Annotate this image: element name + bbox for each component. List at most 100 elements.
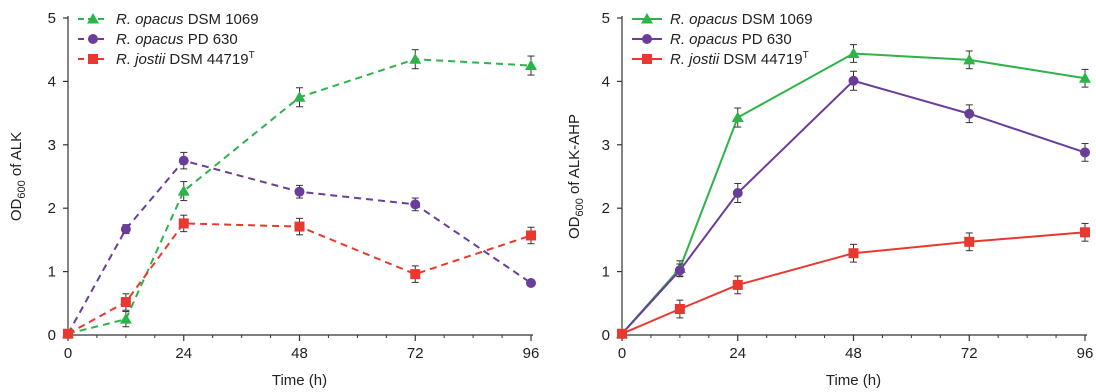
data-point xyxy=(964,108,975,119)
data-point xyxy=(293,91,306,102)
x-tick-label: 96 xyxy=(523,345,540,362)
x-tick-label: 48 xyxy=(291,345,308,362)
legend-entry-2: R. jostii DSM 44719T xyxy=(632,50,809,68)
legend-label: R. opacus PD 630 xyxy=(116,31,238,48)
y-tick-label: 0 xyxy=(48,327,56,344)
data-point xyxy=(120,297,131,308)
legend-entry-0: R. opacus DSM 1069 xyxy=(78,11,259,28)
legend-superscript: T xyxy=(803,50,809,61)
y-axis-label-subscript: 600 xyxy=(574,198,586,216)
data-point xyxy=(617,328,627,339)
legend-entry-2: R. jostii DSM 44719T xyxy=(78,50,255,68)
y-tick-label: 5 xyxy=(48,10,56,27)
legend-strain: DSM 44719 xyxy=(165,51,248,68)
y-axis-label-subscript: 600 xyxy=(16,180,28,198)
series-1 xyxy=(617,70,1090,339)
data-point xyxy=(674,265,685,276)
x-tick-label: 72 xyxy=(961,345,978,362)
x-tick-label: 24 xyxy=(175,345,192,362)
legend-entry-1: R. opacus PD 630 xyxy=(632,31,792,48)
x-tick-label: 48 xyxy=(845,345,862,362)
legend-label: R. jostii DSM 44719T xyxy=(670,50,809,68)
series-2 xyxy=(617,222,1090,339)
data-point xyxy=(732,187,743,198)
chart-alk-ahp: 0 1 2 3 4 5 0 24 48 72 96 Time (h) OD600 of ALK-AHP R… xyxy=(566,10,1093,389)
y-axis-label: OD600 of ALK xyxy=(8,132,28,221)
data-point xyxy=(731,111,744,123)
series-line xyxy=(67,58,532,335)
y-tick-label: 2 xyxy=(48,200,56,217)
legend-strain: DSM 44719 xyxy=(719,51,802,68)
x-tick-label: 0 xyxy=(618,345,626,362)
legend-genus: R. jostii xyxy=(670,51,720,68)
data-point xyxy=(674,304,685,315)
legend-genus: R. jostii xyxy=(116,51,166,68)
y-axis-label-rest: of ALK-AHP xyxy=(566,114,583,198)
y-tick-label: 2 xyxy=(602,200,610,217)
y-tick-label: 3 xyxy=(48,137,56,154)
data-point xyxy=(177,185,190,196)
series-line xyxy=(621,79,1086,335)
y-axis-label-main: OD xyxy=(566,216,583,239)
series-1 xyxy=(63,151,536,339)
data-point xyxy=(1080,227,1090,238)
data-point xyxy=(410,199,421,210)
data-point xyxy=(963,53,976,65)
legend-marker xyxy=(642,34,652,44)
legend-marker xyxy=(88,54,98,64)
x-tick-label: 96 xyxy=(1077,345,1094,362)
legend-entry-1: R. opacus PD 630 xyxy=(78,31,238,48)
series-2 xyxy=(63,214,536,339)
legend-marker xyxy=(87,13,99,24)
legend-genus: R. opacus xyxy=(670,11,738,28)
legend-label: R. opacus DSM 1069 xyxy=(116,11,259,28)
data-point xyxy=(732,279,743,290)
data-point xyxy=(526,230,536,241)
x-tick-label: 0 xyxy=(64,345,72,362)
data-point xyxy=(525,59,537,71)
data-point xyxy=(526,278,536,289)
chart-alk: 0 1 2 3 4 5 0 24 48 72 96 Time (h) OD600 of ALK R. op… xyxy=(8,10,539,389)
legend-label: R. opacus DSM 1069 xyxy=(670,11,813,28)
y-tick-label: 0 xyxy=(602,327,610,344)
data-point xyxy=(410,269,421,280)
x-axis-label: Time (h) xyxy=(826,372,881,389)
y-tick-label: 3 xyxy=(602,137,610,154)
x-tick-label: 72 xyxy=(407,345,424,362)
legend-marker xyxy=(88,34,98,44)
data-point xyxy=(964,236,975,247)
legend-entry-0: R. opacus DSM 1069 xyxy=(632,11,813,28)
data-point xyxy=(1079,72,1091,83)
data-point xyxy=(178,155,189,166)
legend-marker xyxy=(641,13,653,24)
legend-label: R. jostii DSM 44719T xyxy=(116,50,255,68)
data-point xyxy=(848,75,859,86)
x-tick-label: 24 xyxy=(729,345,746,362)
y-tick-label: 1 xyxy=(48,264,56,281)
y-axis-label-rest: of ALK xyxy=(8,132,25,180)
legend-strain: DSM 1069 xyxy=(738,11,813,28)
series-line xyxy=(67,159,532,335)
data-point xyxy=(120,224,131,235)
x-axis-label: Time (h) xyxy=(272,372,327,389)
legend-strain: PD 630 xyxy=(738,31,792,48)
legend-genus: R. opacus xyxy=(116,31,184,48)
y-tick-label: 5 xyxy=(602,10,610,27)
data-point xyxy=(294,186,305,197)
data-point xyxy=(847,47,860,59)
series-line xyxy=(67,222,532,335)
series-line xyxy=(621,52,1086,335)
y-axis-label-main: OD xyxy=(8,198,25,221)
series-line xyxy=(621,231,1086,335)
y-tick-label: 1 xyxy=(602,264,610,281)
legend-label: R. opacus PD 630 xyxy=(670,31,792,48)
legend-strain: DSM 1069 xyxy=(184,11,259,28)
data-point xyxy=(63,328,73,339)
series-0 xyxy=(616,44,1091,339)
data-point xyxy=(178,218,189,229)
y-axis-label: OD600 of ALK-AHP xyxy=(566,114,586,239)
y-tick-label: 4 xyxy=(48,73,56,90)
data-point xyxy=(409,53,422,64)
y-tick-label: 4 xyxy=(602,73,610,90)
